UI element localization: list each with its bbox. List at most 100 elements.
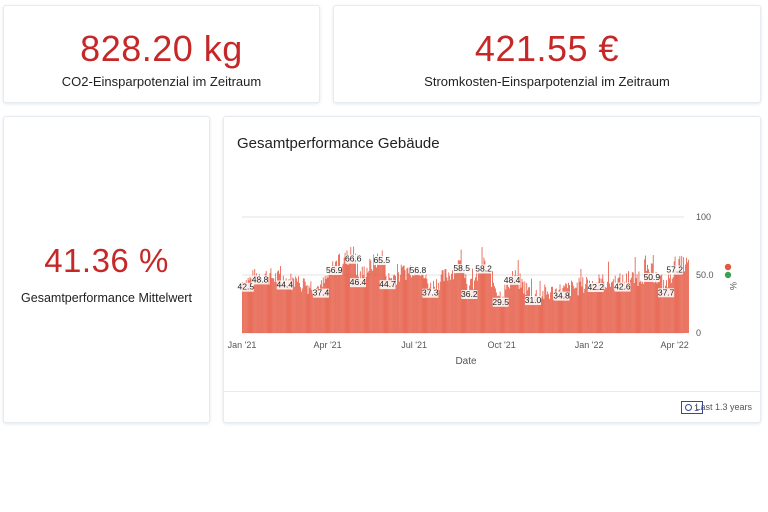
bar xyxy=(455,273,456,333)
data-label-bg xyxy=(422,288,439,298)
bar xyxy=(468,294,470,333)
bar xyxy=(568,282,569,333)
bar xyxy=(379,264,381,333)
legend-marker-red[interactable] xyxy=(724,263,732,271)
bar xyxy=(659,275,661,333)
bar xyxy=(339,270,341,333)
bar xyxy=(561,297,563,333)
bar xyxy=(533,296,535,333)
bar xyxy=(320,280,322,333)
bar xyxy=(684,271,685,333)
bar xyxy=(593,286,595,333)
data-label: 58.2 xyxy=(475,263,492,274)
data-label-text: 56.8 xyxy=(410,265,427,275)
bar xyxy=(560,294,562,333)
data-label: 42.5 xyxy=(238,282,254,292)
bar xyxy=(575,287,577,333)
data-label-text: 44.4 xyxy=(277,279,294,289)
bar xyxy=(401,267,403,333)
time-range-badge[interactable]: 1 xyxy=(681,401,703,414)
data-label: 31.0 xyxy=(524,295,542,306)
cost-value: 421.55 € xyxy=(474,28,620,69)
bar xyxy=(687,262,688,333)
bar xyxy=(382,260,384,333)
data-label: 29.5 xyxy=(492,297,509,307)
bar xyxy=(671,278,673,333)
bar xyxy=(365,277,367,333)
data-label-text: 37.4 xyxy=(313,288,330,298)
bar xyxy=(629,279,631,333)
bar xyxy=(349,257,351,333)
data-label-bg xyxy=(524,296,541,306)
bar xyxy=(543,298,545,333)
bar xyxy=(288,278,290,333)
legend-marker-green[interactable] xyxy=(724,271,732,279)
bar xyxy=(532,302,534,333)
bar xyxy=(253,284,255,333)
bar xyxy=(505,289,507,333)
bar xyxy=(461,272,463,333)
data-label-text: 56.9 xyxy=(326,265,343,275)
bar xyxy=(397,272,399,333)
bar xyxy=(409,267,411,333)
bar xyxy=(643,283,645,333)
bar xyxy=(663,279,665,333)
bar xyxy=(529,287,530,333)
bar xyxy=(641,283,643,333)
x-tick-label: Jul '21 xyxy=(401,340,427,350)
bar xyxy=(305,286,307,333)
bar xyxy=(368,270,370,333)
bar xyxy=(470,279,472,333)
data-label: 46.4 xyxy=(350,277,367,288)
bar xyxy=(432,293,433,333)
bar xyxy=(439,281,441,333)
bar xyxy=(268,284,270,333)
bar xyxy=(242,282,243,333)
bar xyxy=(472,268,473,333)
bar xyxy=(607,281,608,333)
bar xyxy=(528,287,530,333)
bar xyxy=(558,289,560,333)
bar xyxy=(482,268,484,333)
data-label-text: 31.0 xyxy=(525,295,542,305)
bar xyxy=(662,290,664,333)
bar xyxy=(473,289,474,333)
bar xyxy=(540,299,542,333)
bar xyxy=(334,265,336,333)
bar xyxy=(367,272,369,333)
bar xyxy=(573,288,575,333)
bar xyxy=(296,278,298,333)
bar xyxy=(371,269,373,333)
bar xyxy=(453,279,454,333)
data-label: 56.8 xyxy=(410,265,427,276)
bar xyxy=(381,250,383,333)
data-label: 56.9 xyxy=(326,265,343,275)
bar xyxy=(389,277,391,333)
data-label: 48.8 xyxy=(252,274,269,285)
bar xyxy=(442,270,444,333)
bar xyxy=(295,276,297,333)
data-label-bg xyxy=(379,280,396,290)
bar xyxy=(530,299,531,333)
footer-divider xyxy=(224,391,760,392)
bar xyxy=(261,277,262,333)
bar xyxy=(570,296,571,333)
bar xyxy=(660,275,662,333)
bar xyxy=(416,273,417,333)
bar xyxy=(376,267,377,333)
bar xyxy=(310,281,312,333)
data-label-bg xyxy=(658,288,675,298)
bar xyxy=(247,277,249,333)
bar xyxy=(274,281,276,333)
bar xyxy=(307,293,309,333)
bar xyxy=(476,280,478,333)
bar xyxy=(563,285,565,333)
data-label-text: 48.4 xyxy=(504,275,521,285)
bar xyxy=(293,278,295,333)
bar xyxy=(390,278,392,333)
bar xyxy=(580,268,582,333)
bar xyxy=(588,288,589,333)
bar xyxy=(592,291,594,333)
bar xyxy=(328,266,330,333)
bar xyxy=(537,301,539,333)
